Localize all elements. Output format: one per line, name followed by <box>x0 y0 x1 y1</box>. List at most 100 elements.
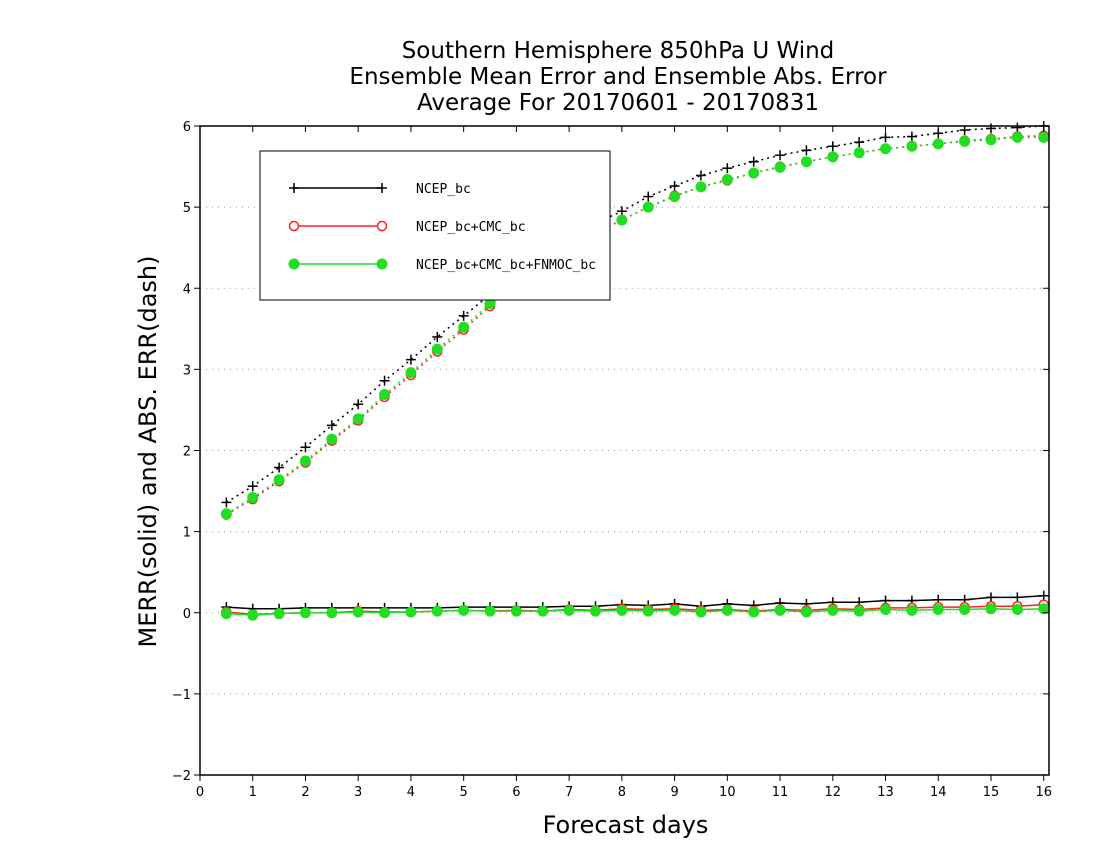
y-axis-label: MERR(solid) and ABS. ERR(dash) <box>134 256 162 648</box>
x-tick-label: 12 <box>825 785 842 800</box>
legend-marker <box>377 183 387 193</box>
mean-err-point <box>484 605 496 617</box>
x-tick-label: 8 <box>618 785 626 800</box>
mean-err-point <box>247 609 259 621</box>
legend-marker <box>288 220 300 232</box>
x-axis-label: Forecast days <box>543 811 709 839</box>
abs-err-point <box>326 420 337 431</box>
mean-err-point <box>379 607 391 619</box>
abs-err-point <box>932 138 944 150</box>
mean-err-point <box>827 604 839 616</box>
mean-err-line <box>226 594 1044 610</box>
abs-err-point <box>643 191 654 202</box>
mean-err-point <box>959 604 971 616</box>
abs-err-point <box>748 167 760 179</box>
y-tick-label: 6 <box>183 120 191 135</box>
abs-err-point <box>405 367 417 379</box>
y-tick-label: −1 <box>172 688 191 703</box>
mean-err-point <box>1011 604 1023 616</box>
legend-label: NCEP_bc <box>416 182 471 197</box>
mean-err-point <box>299 607 311 619</box>
x-tick-label: 6 <box>512 785 520 800</box>
abs-err-point <box>774 161 786 173</box>
abs-err-point <box>775 150 786 161</box>
x-tick-label: 4 <box>407 785 415 800</box>
mean-err-point <box>352 606 364 618</box>
abs-err-point <box>721 174 733 186</box>
abs-err-point <box>959 135 971 147</box>
abs-err-point <box>247 481 258 492</box>
mean-err-point <box>1038 603 1050 615</box>
abs-err-point <box>458 310 469 321</box>
abs-err-point <box>616 214 628 226</box>
mean-err-point <box>220 608 232 620</box>
mean-err-point <box>589 605 601 617</box>
abs-err-point <box>669 191 681 203</box>
abs-err-point <box>827 141 838 152</box>
mean-err-point <box>880 604 892 616</box>
y-tick-label: 4 <box>183 282 191 297</box>
abs-err-point <box>642 201 654 213</box>
mean-err-point <box>748 606 760 618</box>
chart-title-line: Average For 20170601 - 20170831 <box>417 90 819 116</box>
series-2 <box>220 131 1050 621</box>
y-tick-label: 5 <box>183 201 191 216</box>
abs-err-line <box>225 136 1044 515</box>
abs-err-point <box>669 181 680 192</box>
abs-err-point <box>853 147 865 159</box>
legend-marker <box>289 183 299 193</box>
abs-err-point <box>880 132 891 143</box>
abs-err-point <box>353 399 364 410</box>
mean-err-point <box>932 604 944 616</box>
abs-err-point <box>827 151 839 163</box>
x-tick-label: 13 <box>877 785 894 800</box>
mean-err-point <box>510 605 522 617</box>
x-tick-label: 3 <box>354 785 362 800</box>
x-tick-label: 2 <box>301 785 309 800</box>
mean-err-point <box>405 606 417 618</box>
abs-err-point <box>220 508 232 520</box>
abs-err-point <box>379 375 390 386</box>
abs-err-point <box>299 455 311 467</box>
mean-err-point <box>985 592 996 603</box>
x-tick-label: 10 <box>719 785 736 800</box>
mean-err-point <box>906 604 918 616</box>
abs-err-point <box>405 354 416 365</box>
mean-err-point <box>1012 592 1023 603</box>
x-tick-label: 15 <box>983 785 1000 800</box>
abs-err-point <box>326 433 338 445</box>
abs-err-point <box>458 321 470 333</box>
abs-err-point <box>801 145 812 156</box>
x-tick-label: 7 <box>565 785 573 800</box>
abs-err-point <box>906 140 918 152</box>
abs-err-point <box>431 343 443 355</box>
mean-err-point <box>642 605 654 617</box>
abs-err-point <box>1011 131 1023 143</box>
abs-err-point <box>854 137 865 148</box>
mean-err-point <box>721 604 733 616</box>
abs-err-point <box>247 492 259 504</box>
mean-err-point <box>326 607 338 619</box>
abs-err-point <box>695 181 707 193</box>
abs-err-point <box>300 442 311 453</box>
abs-err-point <box>880 143 892 155</box>
x-tick-label: 0 <box>196 785 204 800</box>
abs-err-point <box>985 134 997 146</box>
legend: NCEP_bc NCEP_bc+CMC_bc NCEP_bc+CMC_bc+FNMO… <box>259 150 611 301</box>
x-tick-label: 11 <box>772 785 789 800</box>
x-tick-label: 16 <box>1035 785 1052 800</box>
abs-err-point <box>1012 122 1023 133</box>
abs-err-point <box>695 170 706 181</box>
y-tick-label: 3 <box>183 363 191 378</box>
chart-title-line: Ensemble Mean Error and Ensemble Abs. Er… <box>349 64 887 90</box>
legend-marker <box>376 220 388 232</box>
abs-err-point <box>274 462 285 473</box>
abs-err-point <box>352 413 364 425</box>
y-tick-label: 2 <box>183 445 191 460</box>
mean-err-point <box>458 604 470 616</box>
abs-err-point <box>748 156 759 167</box>
abs-err-point <box>616 206 627 217</box>
abs-err-point <box>906 131 917 142</box>
mean-err-point <box>431 605 443 617</box>
